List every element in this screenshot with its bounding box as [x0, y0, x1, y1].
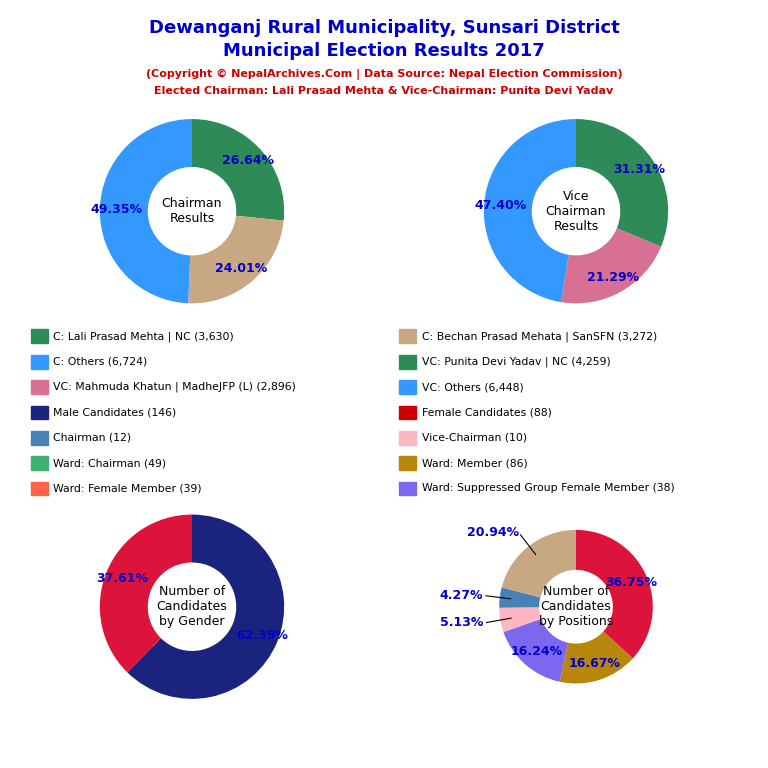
Text: 31.31%: 31.31% — [613, 163, 665, 176]
Wedge shape — [502, 530, 576, 598]
Text: 37.61%: 37.61% — [96, 571, 148, 584]
Wedge shape — [499, 607, 541, 632]
Text: 47.40%: 47.40% — [475, 199, 527, 211]
Text: VC: Punita Devi Yadav | NC (4,259): VC: Punita Devi Yadav | NC (4,259) — [422, 356, 611, 367]
Text: Ward: Suppressed Group Female Member (38): Ward: Suppressed Group Female Member (38… — [422, 483, 674, 494]
Wedge shape — [100, 119, 192, 303]
Text: Number of
Candidates
by Positions: Number of Candidates by Positions — [539, 585, 613, 628]
Wedge shape — [504, 619, 568, 682]
Text: 5.13%: 5.13% — [440, 617, 484, 630]
Wedge shape — [499, 588, 541, 607]
Text: C: Lali Prasad Mehta | NC (3,630): C: Lali Prasad Mehta | NC (3,630) — [53, 331, 233, 342]
Text: C: Bechan Prasad Mehata | SanSFN (3,272): C: Bechan Prasad Mehata | SanSFN (3,272) — [422, 331, 657, 342]
Wedge shape — [576, 119, 668, 247]
Text: Dewanganj Rural Municipality, Sunsari District: Dewanganj Rural Municipality, Sunsari Di… — [149, 19, 619, 37]
Text: Ward: Member (86): Ward: Member (86) — [422, 458, 528, 468]
Text: 26.64%: 26.64% — [222, 154, 274, 167]
Wedge shape — [561, 228, 661, 303]
Wedge shape — [188, 216, 283, 303]
Text: 4.27%: 4.27% — [439, 589, 483, 602]
Text: Vice
Chairman
Results: Vice Chairman Results — [546, 190, 606, 233]
Text: 16.67%: 16.67% — [568, 657, 621, 670]
Text: Female Candidates (88): Female Candidates (88) — [422, 407, 551, 418]
Wedge shape — [560, 631, 633, 684]
Text: 49.35%: 49.35% — [91, 204, 142, 216]
Text: C: Others (6,724): C: Others (6,724) — [53, 356, 147, 367]
Text: Municipal Election Results 2017: Municipal Election Results 2017 — [223, 42, 545, 60]
Text: Chairman
Results: Chairman Results — [162, 197, 222, 225]
Text: Vice-Chairman (10): Vice-Chairman (10) — [422, 432, 527, 443]
Text: 20.94%: 20.94% — [467, 526, 518, 539]
Text: Ward: Female Member (39): Ward: Female Member (39) — [53, 483, 202, 494]
Text: 36.75%: 36.75% — [604, 576, 657, 589]
Text: 16.24%: 16.24% — [510, 645, 562, 658]
Text: (Copyright © NepalArchives.Com | Data Source: Nepal Election Commission): (Copyright © NepalArchives.Com | Data So… — [146, 69, 622, 80]
Text: 21.29%: 21.29% — [587, 271, 639, 284]
Text: Number of
Candidates
by Gender: Number of Candidates by Gender — [157, 585, 227, 628]
Text: Elected Chairman: Lali Prasad Mehta & Vice-Chairman: Punita Devi Yadav: Elected Chairman: Lali Prasad Mehta & Vi… — [154, 86, 614, 96]
Wedge shape — [484, 119, 576, 302]
Wedge shape — [576, 530, 653, 658]
Text: Chairman (12): Chairman (12) — [53, 432, 131, 443]
Text: 62.39%: 62.39% — [236, 629, 288, 642]
Wedge shape — [100, 515, 192, 672]
Text: VC: Others (6,448): VC: Others (6,448) — [422, 382, 523, 392]
Wedge shape — [192, 119, 284, 220]
Text: VC: Mahmuda Khatun | MadheJFP (L) (2,896): VC: Mahmuda Khatun | MadheJFP (L) (2,896… — [53, 382, 296, 392]
Text: Ward: Chairman (49): Ward: Chairman (49) — [53, 458, 166, 468]
Wedge shape — [127, 515, 284, 699]
Text: Male Candidates (146): Male Candidates (146) — [53, 407, 176, 418]
Text: 24.01%: 24.01% — [215, 262, 267, 275]
